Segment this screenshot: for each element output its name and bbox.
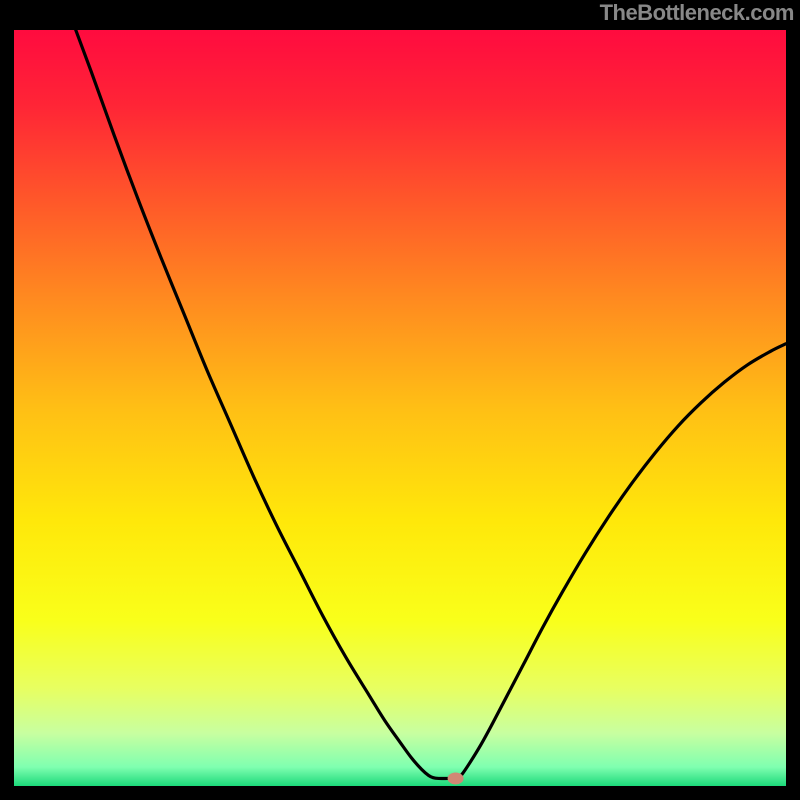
chart-background [14, 30, 786, 786]
optimal-point-marker [448, 772, 464, 784]
bottleneck-chart [0, 0, 800, 800]
watermark-text: TheBottleneck.com [600, 0, 794, 26]
